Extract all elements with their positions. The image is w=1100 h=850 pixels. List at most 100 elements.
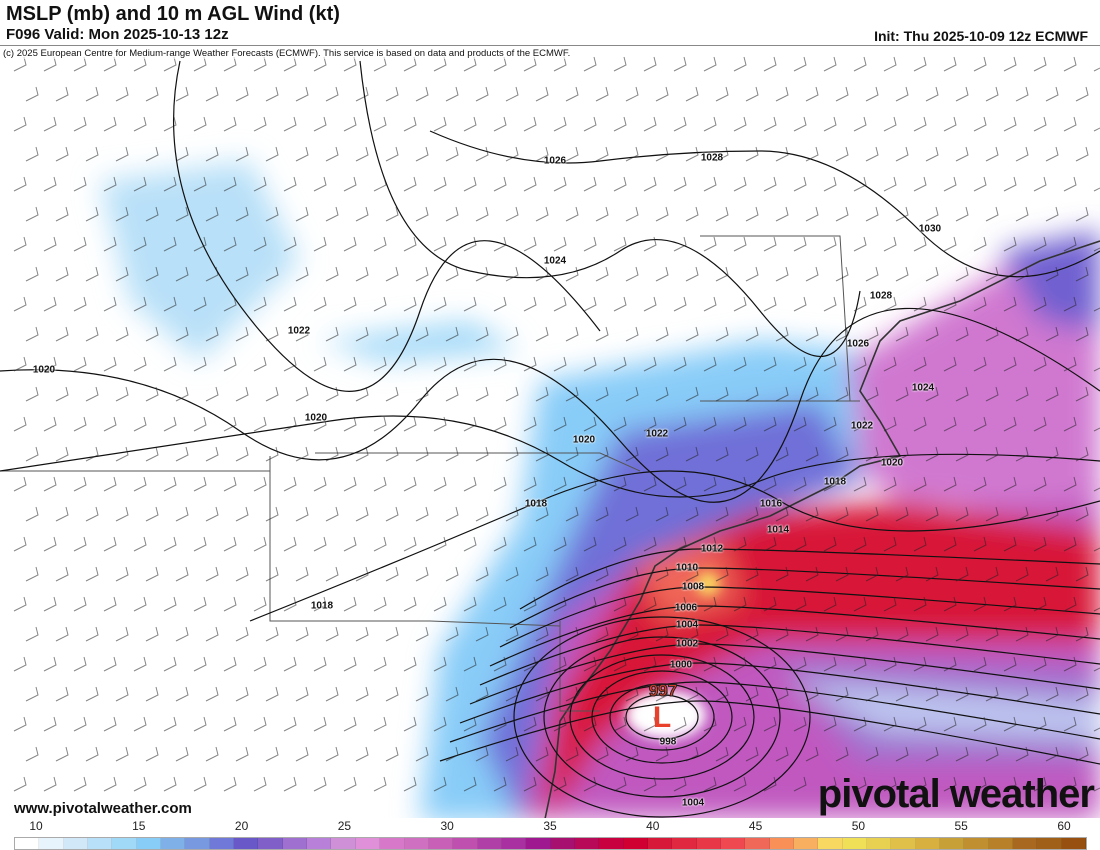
wind-barb [175,686,189,702]
wind-barb [625,506,639,522]
wind-barb [775,206,789,222]
wind-barb [805,266,819,282]
wind-barb [703,116,717,132]
wind-barb [13,536,27,552]
wind-barb [955,626,969,642]
wind-barb [133,476,147,492]
wind-barb [403,596,417,612]
wind-barb [313,596,327,612]
wind-barb [385,686,399,702]
wind-barb [73,656,87,672]
wind-barb [595,326,609,342]
wind-barb [865,506,879,522]
isobar-line [0,307,1100,503]
wind-barb [733,416,747,432]
weather-map[interactable]: (c) 2025 European Centre for Medium-rang… [0,45,1100,819]
wind-barb [343,296,357,312]
wind-barb [145,86,159,102]
wind-barb [43,596,57,612]
wind-barb [163,176,177,192]
wind-barb [493,356,507,372]
wind-barb [103,116,117,132]
wind-barb [223,236,237,252]
wind-barb [235,326,249,342]
wind-barb [865,86,879,102]
wind-barb [1045,146,1059,162]
wind-barb [943,476,957,492]
wind-barb [115,206,129,222]
wind-barb [145,746,159,762]
wind-barb [43,476,57,492]
wind-barb [835,686,849,702]
wind-barb [505,386,519,402]
wind-barb [643,416,657,432]
wind-barb [1015,386,1029,402]
wind-barb [283,296,297,312]
wind-barb [325,686,339,702]
colorbar-tick-label: 50 [851,819,866,833]
wind-barb [25,446,39,462]
wind-barb [535,86,549,102]
light-wind-shade [320,321,520,361]
wind-barb [955,326,969,342]
wind-barb [583,356,597,372]
wind-barb [853,476,867,492]
storm-eye-shade [626,691,706,739]
wind-barb [325,146,339,162]
wind-barb [145,146,159,162]
colorbar-swatch [623,838,648,849]
wind-barb [955,506,969,522]
wind-barb [445,326,459,342]
wind-barb [523,116,537,132]
wind-barb [133,776,147,792]
wind-barb [43,296,57,312]
wind-barb [55,146,69,162]
isobar-label: 1002 [675,638,699,650]
wind-barb [55,566,69,582]
wind-barb [883,356,897,372]
wind-barb [583,416,597,432]
wind-barb [493,116,507,132]
wind-barb [433,596,447,612]
wind-barb [475,626,489,642]
wind-barb [703,476,717,492]
wind-barb [673,476,687,492]
website-url[interactable]: www.pivotalweather.com [14,800,192,817]
wind-barb [673,716,687,732]
colorbar-swatch [891,838,916,849]
wind-barb [865,146,879,162]
wind-barb [235,386,249,402]
wind-barb [355,506,369,522]
isobar-line [459,662,1100,724]
wind-barb [373,596,387,612]
colorbar-swatch [988,838,1014,849]
wind-barb [175,266,189,282]
colorbar-tick-label: 55 [954,819,968,833]
wind-barb [295,506,309,522]
wind-barb [1045,506,1059,522]
wind-barb [685,566,699,582]
wind-barb [1003,476,1017,492]
wind-barb [703,296,717,312]
isobar-label: 1016 [759,498,783,510]
wind-barb [253,296,267,312]
wind-barb [673,416,687,432]
wind-barb [925,86,939,102]
wind-barb [523,356,537,372]
wind-barb [325,206,339,222]
wind-barb [463,716,477,732]
wind-barb [823,536,837,552]
wind-barb [955,566,969,582]
wind-barb [853,56,867,72]
wind-barb [865,566,879,582]
wind-barb [193,236,207,252]
wind-barb [1015,146,1029,162]
wind-barb [115,386,129,402]
wind-barb [85,386,99,402]
wind-barb [103,776,117,792]
wind-barb [523,56,537,72]
wind-barb [85,146,99,162]
colorbar-swatch [185,838,210,849]
wind-barb [715,506,729,522]
wind-barb [283,776,297,792]
